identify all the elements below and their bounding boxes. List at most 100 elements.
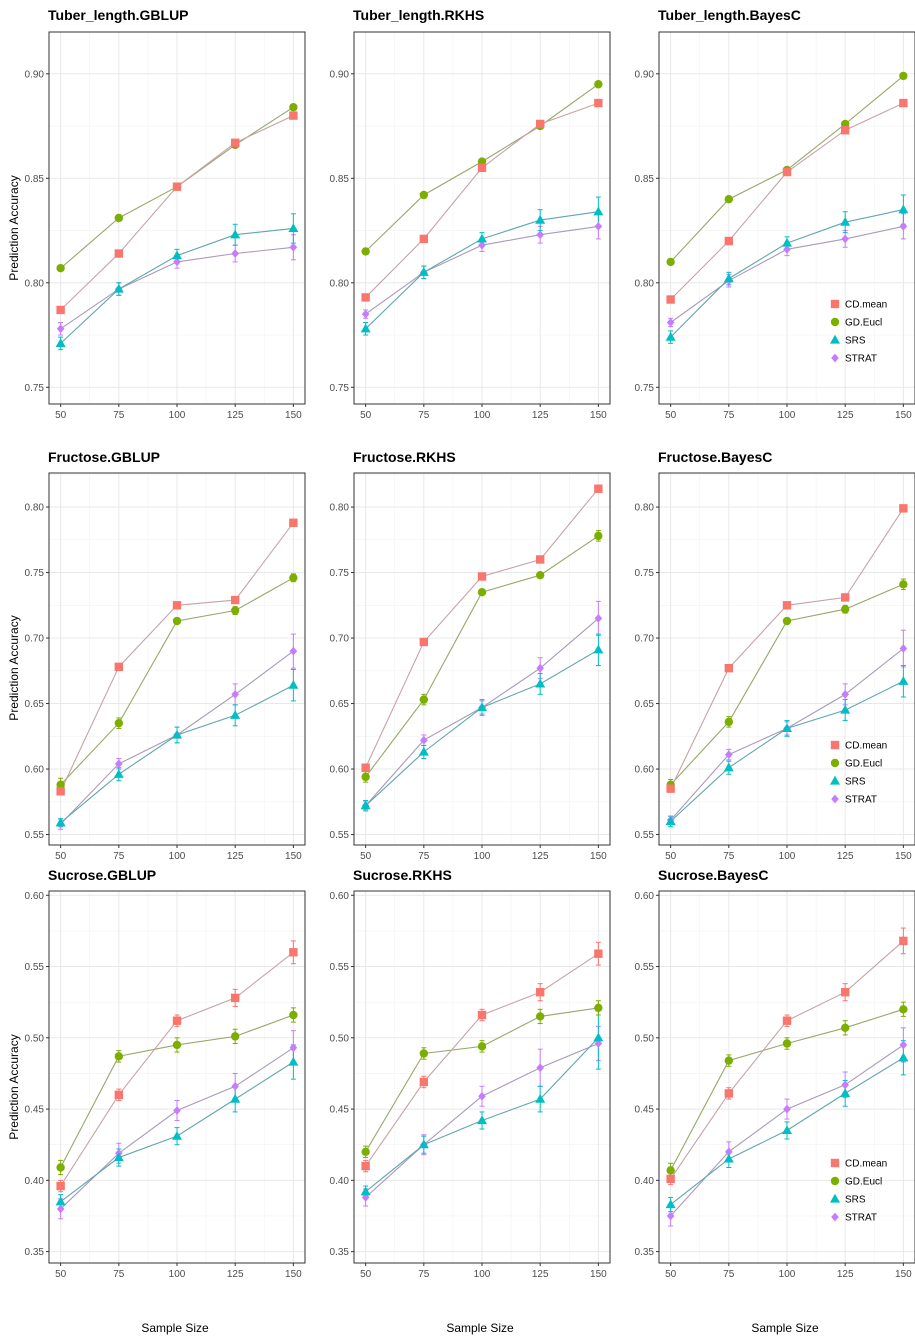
x-tick-label: 50	[360, 410, 372, 421]
y-tick-label: 0.40	[635, 1176, 655, 1187]
data-point	[899, 71, 908, 81]
y-tick-label: 0.60	[25, 891, 45, 902]
y-tick-label: 0.75	[635, 383, 655, 394]
data-point	[724, 717, 734, 727]
data-point	[115, 759, 123, 769]
y-tick-label: 0.50	[635, 1033, 655, 1044]
data-point	[56, 1181, 65, 1191]
data-point	[113, 1152, 124, 1162]
data-point	[782, 601, 792, 610]
data-point	[114, 1052, 124, 1061]
y-tick-label: 0.60	[25, 765, 45, 776]
data-point	[841, 234, 849, 244]
x-tick-label: 150	[895, 851, 912, 862]
data-point	[840, 593, 850, 602]
x-tick-label: 50	[665, 1269, 677, 1280]
x-tick-label: 150	[285, 410, 302, 421]
data-point	[725, 1147, 733, 1157]
data-point	[419, 1077, 429, 1087]
y-tick-label: 0.55	[25, 962, 45, 973]
data-point	[114, 718, 124, 728]
data-point	[783, 1104, 791, 1114]
legend-label: CD.mean	[845, 1159, 887, 1170]
x-tick-label: 50	[55, 410, 67, 421]
legend-label: STRAT	[845, 1213, 877, 1224]
data-point	[289, 103, 298, 112]
data-point	[782, 1125, 792, 1135]
panel-title: Fructose.BayesC	[658, 449, 772, 465]
y-axis-title: Prediction Accuracy	[7, 175, 21, 280]
data-point	[172, 616, 182, 626]
x-axis-title: Sample Size	[446, 1321, 514, 1335]
legend-label: SRS	[845, 777, 866, 788]
x-tick-label: 50	[360, 851, 372, 862]
x-tick-label: 125	[227, 851, 244, 862]
data-point	[594, 98, 603, 108]
y-tick-label: 0.90	[635, 69, 655, 80]
data-point	[665, 816, 676, 826]
chart-panel: 0.75 0.80 0.85 0.90 50 75 100 125 150 Tuber_lengt…	[25, 7, 306, 421]
data-point	[56, 324, 65, 334]
legend-key	[830, 1193, 840, 1203]
data-point	[477, 163, 487, 173]
chart-panel: 0.55 0.60 0.65 0.70 0.75 0.80 50 75 100 125 150 Fru…	[635, 449, 915, 862]
data-point	[231, 689, 239, 699]
data-point	[56, 780, 65, 789]
data-point	[289, 948, 298, 957]
data-point	[666, 784, 675, 793]
data-point	[535, 570, 545, 580]
legend-label: SRS	[845, 1195, 866, 1206]
y-tick-label: 0.40	[25, 1176, 45, 1187]
data-point	[782, 167, 792, 177]
data-point	[172, 182, 182, 191]
data-point	[666, 257, 675, 267]
data-point	[230, 595, 240, 605]
data-point	[477, 233, 487, 243]
data-point	[418, 746, 429, 756]
data-point	[840, 704, 851, 714]
data-point	[665, 331, 676, 341]
x-tick-label: 50	[665, 410, 677, 421]
data-point	[666, 1174, 675, 1184]
data-point	[666, 1166, 675, 1175]
y-tick-label: 0.85	[330, 174, 350, 185]
data-point	[841, 1080, 849, 1090]
x-tick-label: 150	[590, 851, 607, 862]
data-point	[478, 240, 486, 250]
data-point	[113, 769, 124, 778]
data-point	[840, 126, 850, 135]
data-point	[289, 646, 298, 656]
x-tick-label: 125	[227, 410, 244, 421]
x-tick-label: 75	[113, 851, 125, 862]
x-tick-label: 100	[474, 1269, 491, 1280]
data-point	[666, 1211, 675, 1221]
x-tick-label: 75	[723, 1269, 735, 1280]
data-point	[172, 601, 182, 610]
data-point	[593, 644, 604, 654]
chart-panel: 0.75 0.80 0.85 0.90 50 75 100 125 150 Tuber_lengt…	[330, 7, 611, 421]
data-point	[420, 735, 428, 745]
data-point	[172, 1016, 182, 1025]
data-point	[841, 689, 849, 699]
data-point	[56, 787, 65, 796]
data-point	[172, 729, 182, 739]
x-tick-label: 50	[665, 851, 677, 862]
y-tick-label: 0.65	[635, 699, 655, 710]
data-point	[418, 1139, 429, 1149]
data-point	[666, 295, 675, 304]
x-tick-label: 100	[169, 1269, 186, 1280]
x-tick-label: 100	[779, 851, 796, 862]
data-point	[594, 484, 603, 493]
x-tick-label: 125	[837, 1269, 854, 1280]
x-tick-label: 75	[418, 410, 430, 421]
data-point	[419, 190, 429, 200]
data-point	[360, 1186, 371, 1196]
legend-label: STRAT	[845, 795, 877, 806]
data-point	[231, 249, 239, 258]
x-tick-label: 75	[418, 1269, 430, 1280]
x-axis-title: Sample Size	[141, 1321, 209, 1335]
chart-panel: 0.55 0.60 0.65 0.70 0.75 0.80 50 75 100 125 150 Fru…	[25, 449, 306, 862]
legend-label: GD.Eucl	[845, 318, 882, 329]
legend-label: STRAT	[845, 354, 877, 365]
data-point	[114, 662, 124, 672]
